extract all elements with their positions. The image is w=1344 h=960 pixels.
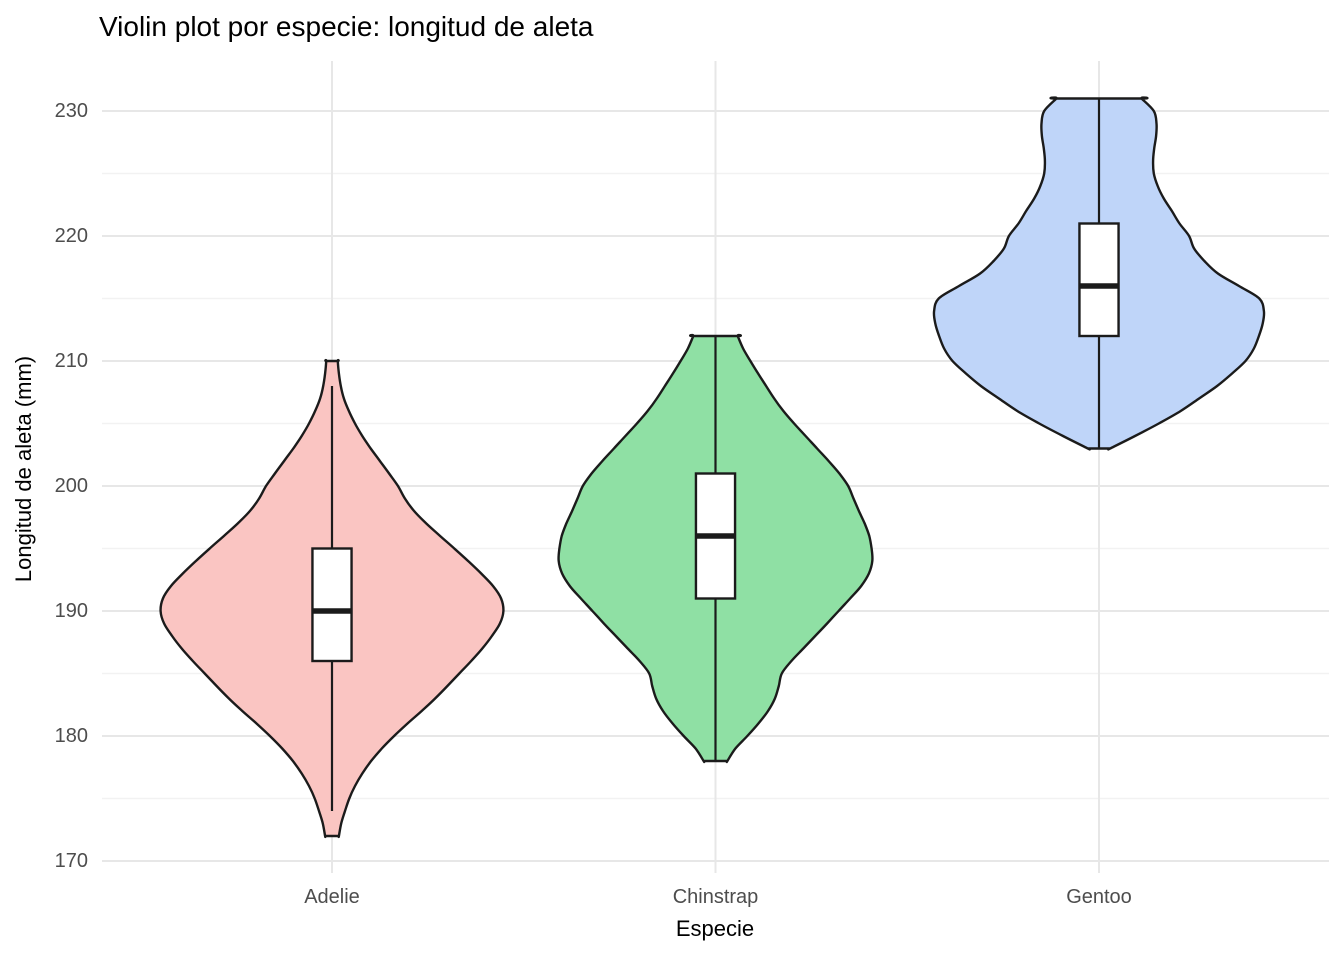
iqr-box: [1078, 222, 1120, 338]
y-tick-label-210: 210: [54, 350, 88, 372]
x-tick-label-gentoo: Gentoo: [1066, 886, 1132, 908]
x-tick-label-adelie: Adelie: [304, 886, 360, 908]
plot-title: Violin plot por especie: longitud de ale…: [99, 11, 594, 42]
y-tick-label-200: 200: [54, 475, 88, 497]
boxplot-gentoo: [1078, 98, 1120, 449]
y-tick-label-230: 230: [54, 100, 88, 122]
x-axis-title: Especie: [675, 916, 755, 941]
y-tick-label-220: 220: [54, 225, 88, 247]
y-tick-label-190: 190: [54, 600, 88, 622]
boxplot-adelie: [311, 386, 353, 811]
y-tick-label-170: 170: [54, 850, 88, 872]
boxplot-chinstrap: [694, 336, 737, 761]
x-tick-label-chinstrap: Chinstrap: [672, 886, 759, 908]
y-tick-label-180: 180: [54, 725, 88, 747]
iqr-box: [311, 547, 353, 663]
